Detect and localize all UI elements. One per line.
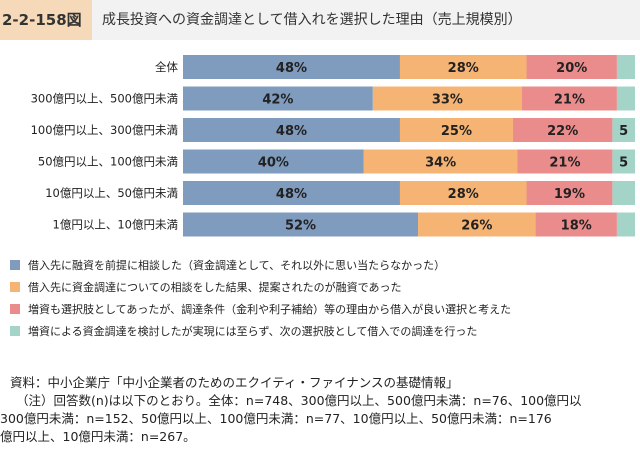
data-label: 22%: [547, 124, 578, 139]
note-line: 300億円未満：n=152、50億円以上、100億円未満：n=77、10億円以上…: [0, 411, 552, 426]
data-label: 25%: [441, 124, 472, 139]
legend-swatch: [10, 326, 20, 336]
category-label: 100億円以上、300億円未満: [31, 123, 178, 137]
bar-segment: [535, 212, 617, 237]
bar-segment: [183, 55, 400, 79]
bar-segment: [363, 149, 518, 174]
category-label: 10億円以上、50億円未満: [45, 186, 178, 200]
bar-segment: [522, 86, 617, 111]
bar-segment: [612, 118, 635, 142]
legend-label: 増資による資金調達を検討したが実現には至らず、次の選択肢として借入での調達を行っ…: [28, 325, 478, 338]
source-text: 資料：中小企業庁「中小企業者のためのエクイティ・ファイナンスの基礎情報」: [10, 375, 459, 390]
data-label: 20%: [556, 61, 587, 76]
category-label: 300億円以上、500億円未満: [31, 92, 178, 106]
data-label: 40%: [258, 156, 289, 171]
bar-segment: [399, 55, 527, 79]
data-label: 48%: [276, 187, 307, 202]
bar-segment: [517, 149, 613, 174]
legend-swatch: [10, 260, 20, 270]
data-label: 26%: [461, 219, 492, 234]
data-label: 33%: [432, 93, 463, 108]
data-label: 34%: [425, 156, 456, 171]
legend-label: 借入先に資金調達についての相談をした結果、提案されたのが融資であった: [28, 281, 402, 294]
legend-item: 増資による資金調達を検討したが実現には至らず、次の選択肢として借入での調達を行っ…: [10, 320, 640, 342]
bar-segment: [183, 86, 373, 111]
legend-item: 増資も選択肢としてあったが、調達条件（金利や利子補給）等の理由から借入が良い選択…: [10, 298, 640, 320]
bar-segment: [183, 118, 400, 142]
bar-segment: [372, 86, 522, 111]
bar-segment: [616, 212, 635, 237]
note-line: （注）回答数(n)は以下のとおり。全体：n=748、300億円以上、500億円未…: [16, 393, 582, 408]
bar-segment: [512, 118, 613, 142]
bar-segment: [526, 55, 617, 79]
legend-label: 増資も選択肢としてあったが、調達条件（金利や利子補給）等の理由から借入が良い選択…: [28, 303, 512, 316]
legend-swatch: [10, 304, 20, 314]
figure-title: 成長投資への資金調達として借入れを選択した理由（売上規模別）: [92, 0, 640, 40]
data-label: 5: [619, 124, 628, 139]
data-label: 28%: [448, 187, 479, 202]
bar-segment: [399, 118, 513, 142]
data-label: 52%: [285, 219, 316, 234]
bar-segment: [183, 149, 364, 174]
data-label: 28%: [448, 61, 479, 76]
data-label: 18%: [561, 219, 592, 234]
category-label: 1億円以上、10億円未満: [53, 218, 178, 232]
bar-segment: [616, 86, 635, 111]
legend-item: 借入先に資金調達についての相談をした結果、提案されたのが融資であった: [10, 276, 640, 298]
bar-segment: [183, 212, 419, 237]
bar-segment: [612, 181, 635, 205]
chart-notes: 資料：中小企業庁「中小企業者のためのエクイティ・ファイナンスの基礎情報」 （注）…: [0, 374, 640, 446]
data-label: 5: [619, 156, 628, 171]
legend-item: 借入先に融資を前提に相談した（資金調達として、それ以外に思い当たらなかった）: [10, 254, 640, 276]
category-label: 50億円以上、100億円未満: [38, 155, 178, 169]
legend-swatch: [10, 282, 20, 292]
bar-segment: [418, 212, 536, 237]
data-label: 48%: [276, 61, 307, 76]
bar-segment: [183, 181, 400, 205]
data-label: 21%: [554, 93, 585, 108]
figure-header: 2-2-158図 成長投資への資金調達として借入れを選択した理由（売上規模別）: [0, 0, 640, 40]
data-label: 48%: [276, 124, 307, 139]
bar-segment: [526, 181, 613, 205]
figure-number: 2-2-158図: [0, 0, 92, 40]
category-label: 全体: [155, 60, 178, 74]
legend-label: 借入先に融資を前提に相談した（資金調達として、それ以外に思い当たらなかった）: [28, 259, 446, 272]
data-label: 42%: [262, 93, 293, 108]
stacked-bar-chart: 全体 48% 28% 20% 300億円以上、500億円未満 42% 33% 21% 100億円…: [31, 55, 635, 237]
data-label: 19%: [554, 187, 585, 202]
bar-segment: [616, 55, 635, 79]
chart-legend: 借入先に融資を前提に相談した（資金調達として、それ以外に思い当たらなかった） 借…: [10, 254, 640, 342]
bar-segment: [399, 181, 527, 205]
bar-segment: [612, 149, 635, 174]
note-line: 億円以上、10億円未満：n=267。: [0, 429, 196, 444]
data-label: 21%: [549, 156, 580, 171]
